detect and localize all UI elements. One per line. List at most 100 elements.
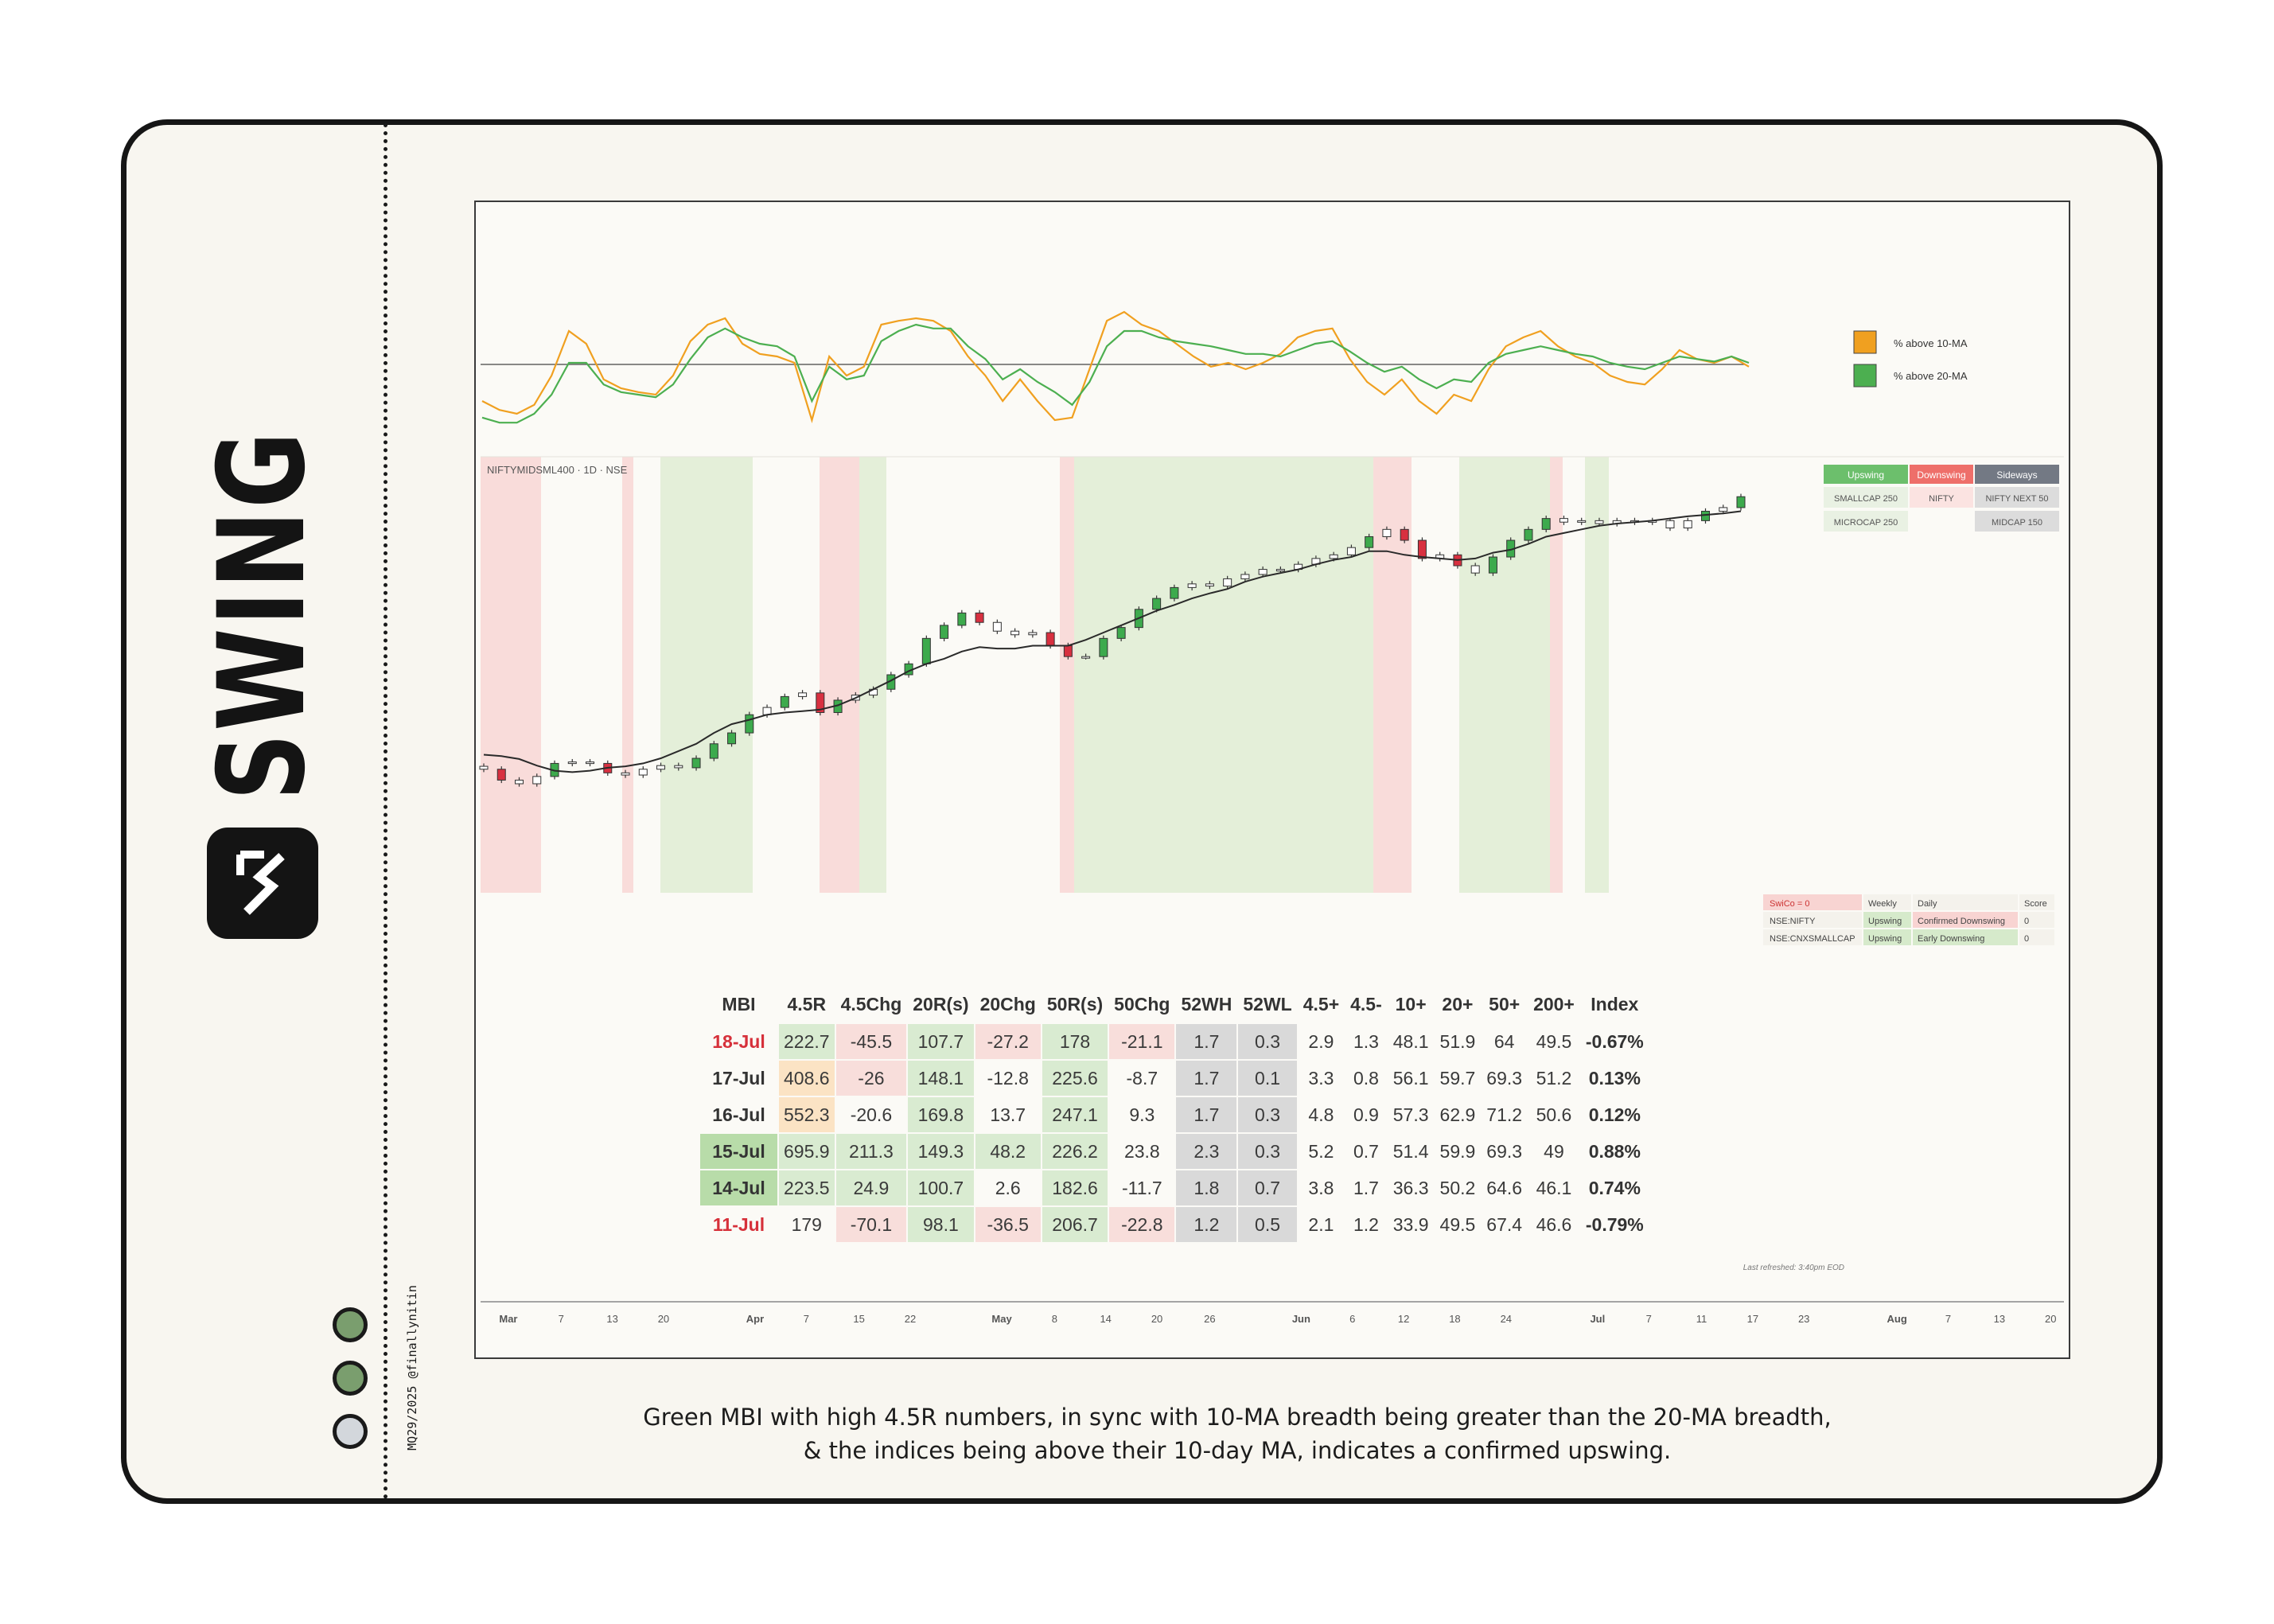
mbi-table: MBI 4.5R 4.5Chg 20R(s) 20Chg 50R(s) 50Ch… <box>699 984 1650 1244</box>
col-header: 4.5R <box>787 993 827 1015</box>
downswing-band <box>820 457 859 893</box>
cell: -21.1 <box>1109 1024 1175 1059</box>
cell: 223.5 <box>779 1170 835 1205</box>
table-row: 11-Jul 179 -70.1 98.1 -36.5 206.7 -22.8 … <box>700 1207 1649 1242</box>
x-tick-label: May <box>991 1313 1012 1325</box>
status-dot-3 <box>333 1414 368 1449</box>
swing-logo-icon <box>207 828 318 939</box>
legend-swatch-ma10 <box>1853 330 1877 354</box>
cell: 0.3 <box>1238 1097 1297 1132</box>
col-header: 50+ <box>1489 993 1521 1015</box>
swico-cell: NSE:NIFTY <box>1770 917 1816 926</box>
brand-title: SWING <box>193 429 332 800</box>
credit-text: MQ29/2025 @finallynitin <box>405 1285 419 1451</box>
cell: 98.1 <box>908 1207 974 1242</box>
cell: 9.3 <box>1129 1104 1155 1125</box>
cell-index: 0.12% <box>1588 1104 1641 1125</box>
table-row: 17-Jul 408.6 -26 148.1 -12.8 225.6 -8.7 … <box>700 1061 1649 1096</box>
candle-body <box>674 765 683 769</box>
x-tick-label: 14 <box>1100 1313 1111 1325</box>
cell: 179 <box>791 1213 822 1235</box>
cell-date: 14-Jul <box>700 1170 777 1205</box>
status-upswing-0: SMALLCAP 250 <box>1834 494 1898 504</box>
cell: 51.4 <box>1392 1140 1429 1162</box>
status-sideways-1: MIDCAP 150 <box>1992 518 2042 528</box>
downswing-band <box>481 457 541 893</box>
cell: 169.8 <box>908 1097 974 1132</box>
candle-body <box>532 776 542 785</box>
cell: 0.3 <box>1238 1024 1297 1059</box>
cell: 1.7 <box>1176 1097 1237 1132</box>
cell-date: 18-Jul <box>712 1030 765 1052</box>
x-tick-label: 11 <box>1696 1313 1707 1325</box>
cell: 1.3 <box>1353 1030 1379 1052</box>
chart-svg: % above 10-MA % above 20-MA NIFTYMIDSML4… <box>479 310 2064 1325</box>
x-tick-label: 7 <box>1646 1313 1652 1325</box>
candles <box>479 493 1746 787</box>
cell: 71.2 <box>1486 1104 1523 1125</box>
x-tick-label: 20 <box>1151 1313 1162 1325</box>
candle-body <box>957 612 967 626</box>
candle-body <box>1099 637 1108 657</box>
status-header-sideways <box>1975 465 2059 484</box>
cell: 211.3 <box>835 1134 907 1169</box>
cell: 64.6 <box>1486 1177 1523 1198</box>
x-tick-label: Mar <box>499 1313 517 1325</box>
candle-body <box>709 743 718 759</box>
cell: 50.2 <box>1439 1177 1476 1198</box>
table-row: 18-Jul 222.7 -45.5 107.7 -27.2 178 -21.1… <box>700 1024 1649 1059</box>
cell: 24.9 <box>835 1170 907 1205</box>
table-footnote: Last refreshed: 3:40pm EOD <box>1743 1264 1844 1272</box>
cell: 0.1 <box>1238 1061 1297 1096</box>
status-cell <box>1975 511 2059 532</box>
cell: -70.1 <box>835 1207 907 1242</box>
candle-body <box>1346 547 1356 555</box>
cell: 695.9 <box>779 1134 835 1169</box>
cell: 49 <box>1544 1140 1564 1162</box>
status-upswing-1: MICROCAP 250 <box>1834 518 1898 528</box>
x-tick-label: 22 <box>905 1313 916 1325</box>
candle-body <box>621 772 630 776</box>
cell: 100.7 <box>908 1170 974 1205</box>
cell: 46.6 <box>1536 1213 1572 1235</box>
x-tick-label: 7 <box>804 1313 809 1325</box>
downswing-band <box>622 457 633 893</box>
status-dot-2 <box>333 1361 368 1396</box>
candle-body <box>975 612 984 623</box>
candle-body <box>1577 520 1587 523</box>
cell-index: 0.13% <box>1588 1067 1641 1089</box>
candle-body <box>1028 632 1038 636</box>
status-cell <box>1910 487 1973 508</box>
candle-body <box>1116 627 1126 639</box>
cell-index: -0.67% <box>1585 1030 1644 1052</box>
cell: 1.2 <box>1353 1213 1379 1235</box>
cell: 2.9 <box>1308 1030 1334 1052</box>
swico-header-2: Daily <box>1918 899 1937 909</box>
x-tick-label: Apr <box>746 1313 764 1325</box>
cell-date: 17-Jul <box>712 1067 765 1089</box>
candle-body <box>1365 535 1374 548</box>
cell: 51.2 <box>1536 1067 1572 1089</box>
cell: 50.6 <box>1536 1104 1572 1125</box>
cell: 148.1 <box>908 1061 974 1096</box>
x-tick-label: Jul <box>1590 1313 1605 1325</box>
cell: -26 <box>835 1061 907 1096</box>
candle-body <box>1595 520 1604 524</box>
cell: 57.3 <box>1392 1104 1429 1125</box>
cell: 69.3 <box>1486 1067 1523 1089</box>
table-row: 16-Jul 552.3 -20.6 169.8 13.7 247.1 9.3 … <box>700 1097 1649 1132</box>
candle-body <box>745 714 754 734</box>
cell: 2.6 <box>995 1177 1021 1198</box>
cell: 226.2 <box>1042 1134 1108 1169</box>
cell: 552.3 <box>779 1097 835 1132</box>
cell: -27.2 <box>975 1024 1041 1059</box>
cell: 0.7 <box>1238 1170 1297 1205</box>
col-header: 10+ <box>1395 993 1427 1015</box>
candle-body <box>1417 539 1427 559</box>
col-header: 20Chg <box>979 993 1036 1015</box>
col-header: 4.5Chg <box>840 993 902 1015</box>
candle-body <box>940 625 949 639</box>
cell: -45.5 <box>835 1024 907 1059</box>
cell: 56.1 <box>1392 1067 1429 1089</box>
cell: 222.7 <box>779 1024 835 1059</box>
